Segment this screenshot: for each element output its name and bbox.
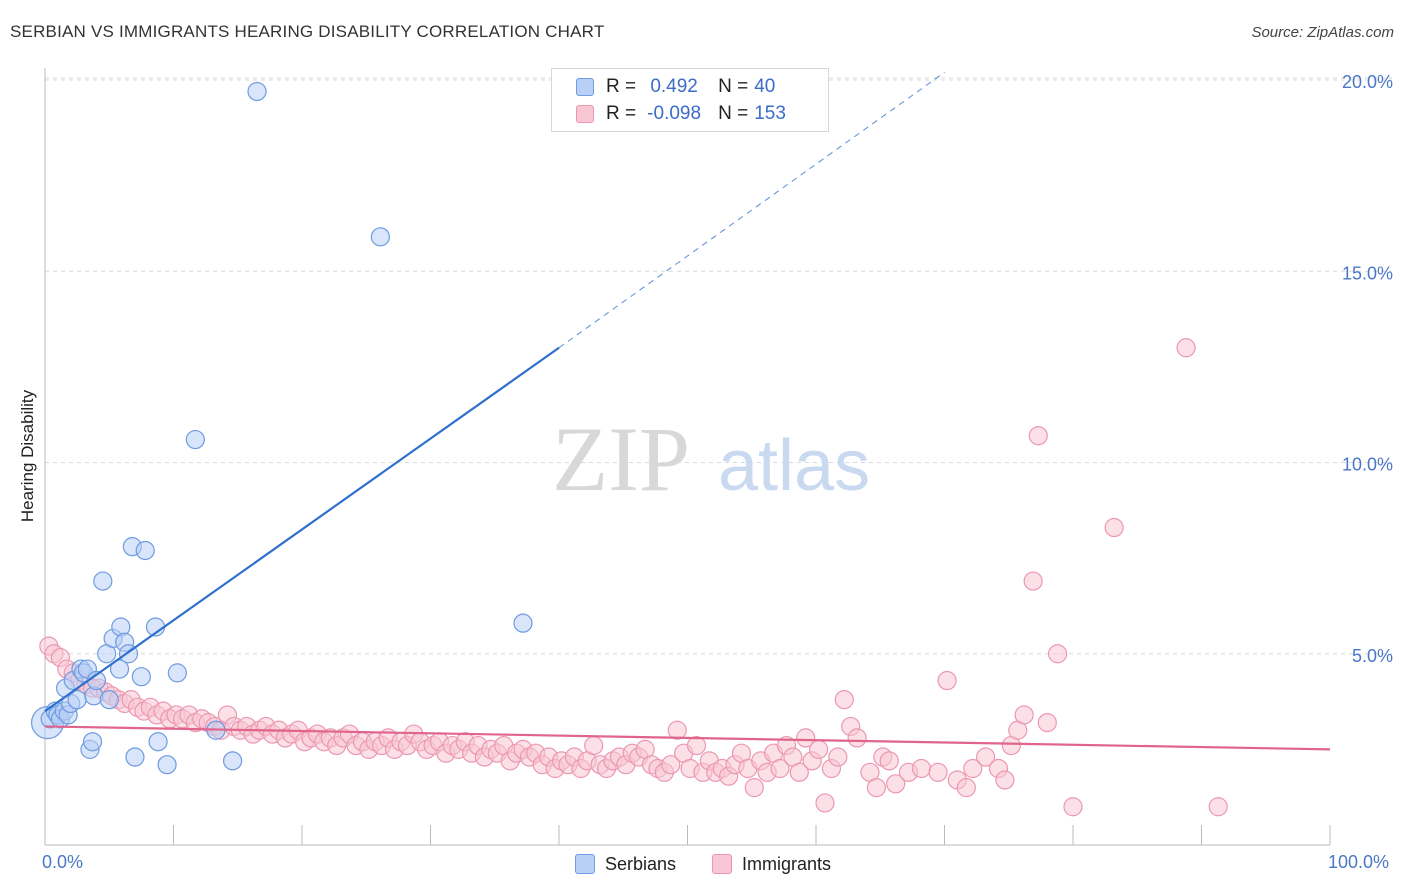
serbians-point — [157, 755, 177, 775]
immigrants-point — [1023, 571, 1043, 591]
serbians-point — [99, 690, 119, 710]
serbians-point — [131, 667, 151, 687]
r-label: R = — [606, 76, 637, 97]
y-tick-label: 15.0% — [1342, 263, 1393, 283]
immigrants-swatch — [576, 105, 594, 123]
n-value: 40 — [754, 76, 776, 97]
serbians-swatch — [576, 78, 594, 96]
immigrants-point — [886, 774, 906, 794]
legend-row-immigrants: R = -0.098 N = 153 — [576, 102, 786, 126]
immigrants-point — [667, 720, 687, 740]
serbians-points — [30, 81, 533, 775]
immigrants-point — [808, 739, 829, 759]
immigrants-point — [770, 758, 790, 779]
immigrants-point — [744, 778, 764, 798]
legend-label-serbians: Serbians — [604, 853, 677, 874]
immigrants-point — [995, 770, 1015, 790]
watermark-zip: ZIP — [552, 408, 690, 510]
x-tick-max: 100.0% — [1328, 852, 1390, 872]
immigrants-point — [1104, 517, 1124, 538]
immigrants-point — [928, 762, 948, 782]
serbians-trend-extension — [558, 71, 945, 349]
y-tick-label: 10.0% — [1342, 455, 1393, 475]
immigrants-point — [879, 751, 899, 771]
immigrants-point — [1037, 712, 1057, 733]
n-label: N = — [718, 76, 749, 97]
immigrants-point — [847, 728, 867, 748]
immigrants-point — [976, 747, 996, 767]
serbians-point — [167, 663, 187, 683]
source-label: Source: ZipAtlas.com — [1251, 24, 1394, 41]
serbians-point — [109, 659, 130, 679]
immigrants-point — [661, 755, 681, 775]
immigrants-point — [686, 735, 707, 756]
serbians-swatch — [574, 854, 595, 874]
n-label: N = — [718, 103, 749, 124]
correlation-legend: R = 0.492 N = 40 R = -0.098 N = 153 — [551, 68, 829, 132]
serbians-point — [148, 732, 168, 752]
immigrants-swatch — [712, 854, 733, 874]
n-value: 153 — [754, 103, 786, 124]
immigrants-point — [584, 735, 604, 756]
immigrants-point — [1047, 644, 1068, 664]
legend-item-serbians[interactable]: Serbians — [574, 853, 677, 875]
r-label: R = — [606, 103, 637, 124]
watermark-atlas: atlas — [718, 426, 870, 506]
immigrants-points — [39, 338, 1228, 817]
serbians-point — [93, 571, 113, 591]
serbians-point — [247, 81, 267, 102]
immigrants-point — [789, 762, 809, 782]
immigrants-point — [796, 728, 816, 748]
immigrants-trend-line — [44, 725, 1331, 751]
immigrants-point — [937, 670, 957, 691]
immigrants-point — [834, 690, 854, 710]
immigrants-point — [1176, 338, 1196, 358]
chart-title: SERBIAN VS IMMIGRANTS HEARING DISABILITY… — [10, 22, 605, 41]
immigrants-point — [911, 758, 931, 779]
r-value: 0.492 — [650, 76, 698, 97]
legend-label-immigrants: Immigrants — [742, 853, 832, 874]
y-tick-labels: 5.0% 10.0% 15.0% 20.0% — [1342, 72, 1393, 666]
serbians-point — [370, 227, 390, 247]
serbians-point — [82, 732, 103, 752]
immigrants-point — [828, 747, 848, 767]
serbians-point — [185, 429, 205, 450]
r-value: -0.098 — [647, 103, 702, 124]
serbians-point — [513, 613, 533, 633]
immigrants-point — [1014, 705, 1034, 725]
immigrants-point — [1063, 797, 1083, 817]
immigrants-point — [1028, 426, 1048, 446]
immigrants-point — [866, 778, 886, 798]
x-tick-min: 0.0% — [42, 852, 84, 872]
y-tick-label: 5.0% — [1352, 646, 1393, 666]
series-legend: Serbians Immigrants — [0, 852, 1406, 876]
serbians-trend-line — [44, 346, 560, 713]
serbians-point — [135, 540, 155, 561]
serbians-point — [125, 747, 145, 767]
y-tick-label: 20.0% — [1342, 72, 1393, 92]
legend-row-serbians: R = 0.492 N = 40 — [576, 75, 775, 99]
immigrants-point — [815, 793, 835, 813]
immigrants-point — [963, 758, 983, 779]
immigrants-point — [1208, 797, 1228, 817]
immigrants-point — [956, 778, 976, 798]
legend-item-immigrants[interactable]: Immigrants — [712, 854, 831, 875]
trend-lines — [44, 71, 1331, 751]
serbians-point — [223, 751, 243, 771]
